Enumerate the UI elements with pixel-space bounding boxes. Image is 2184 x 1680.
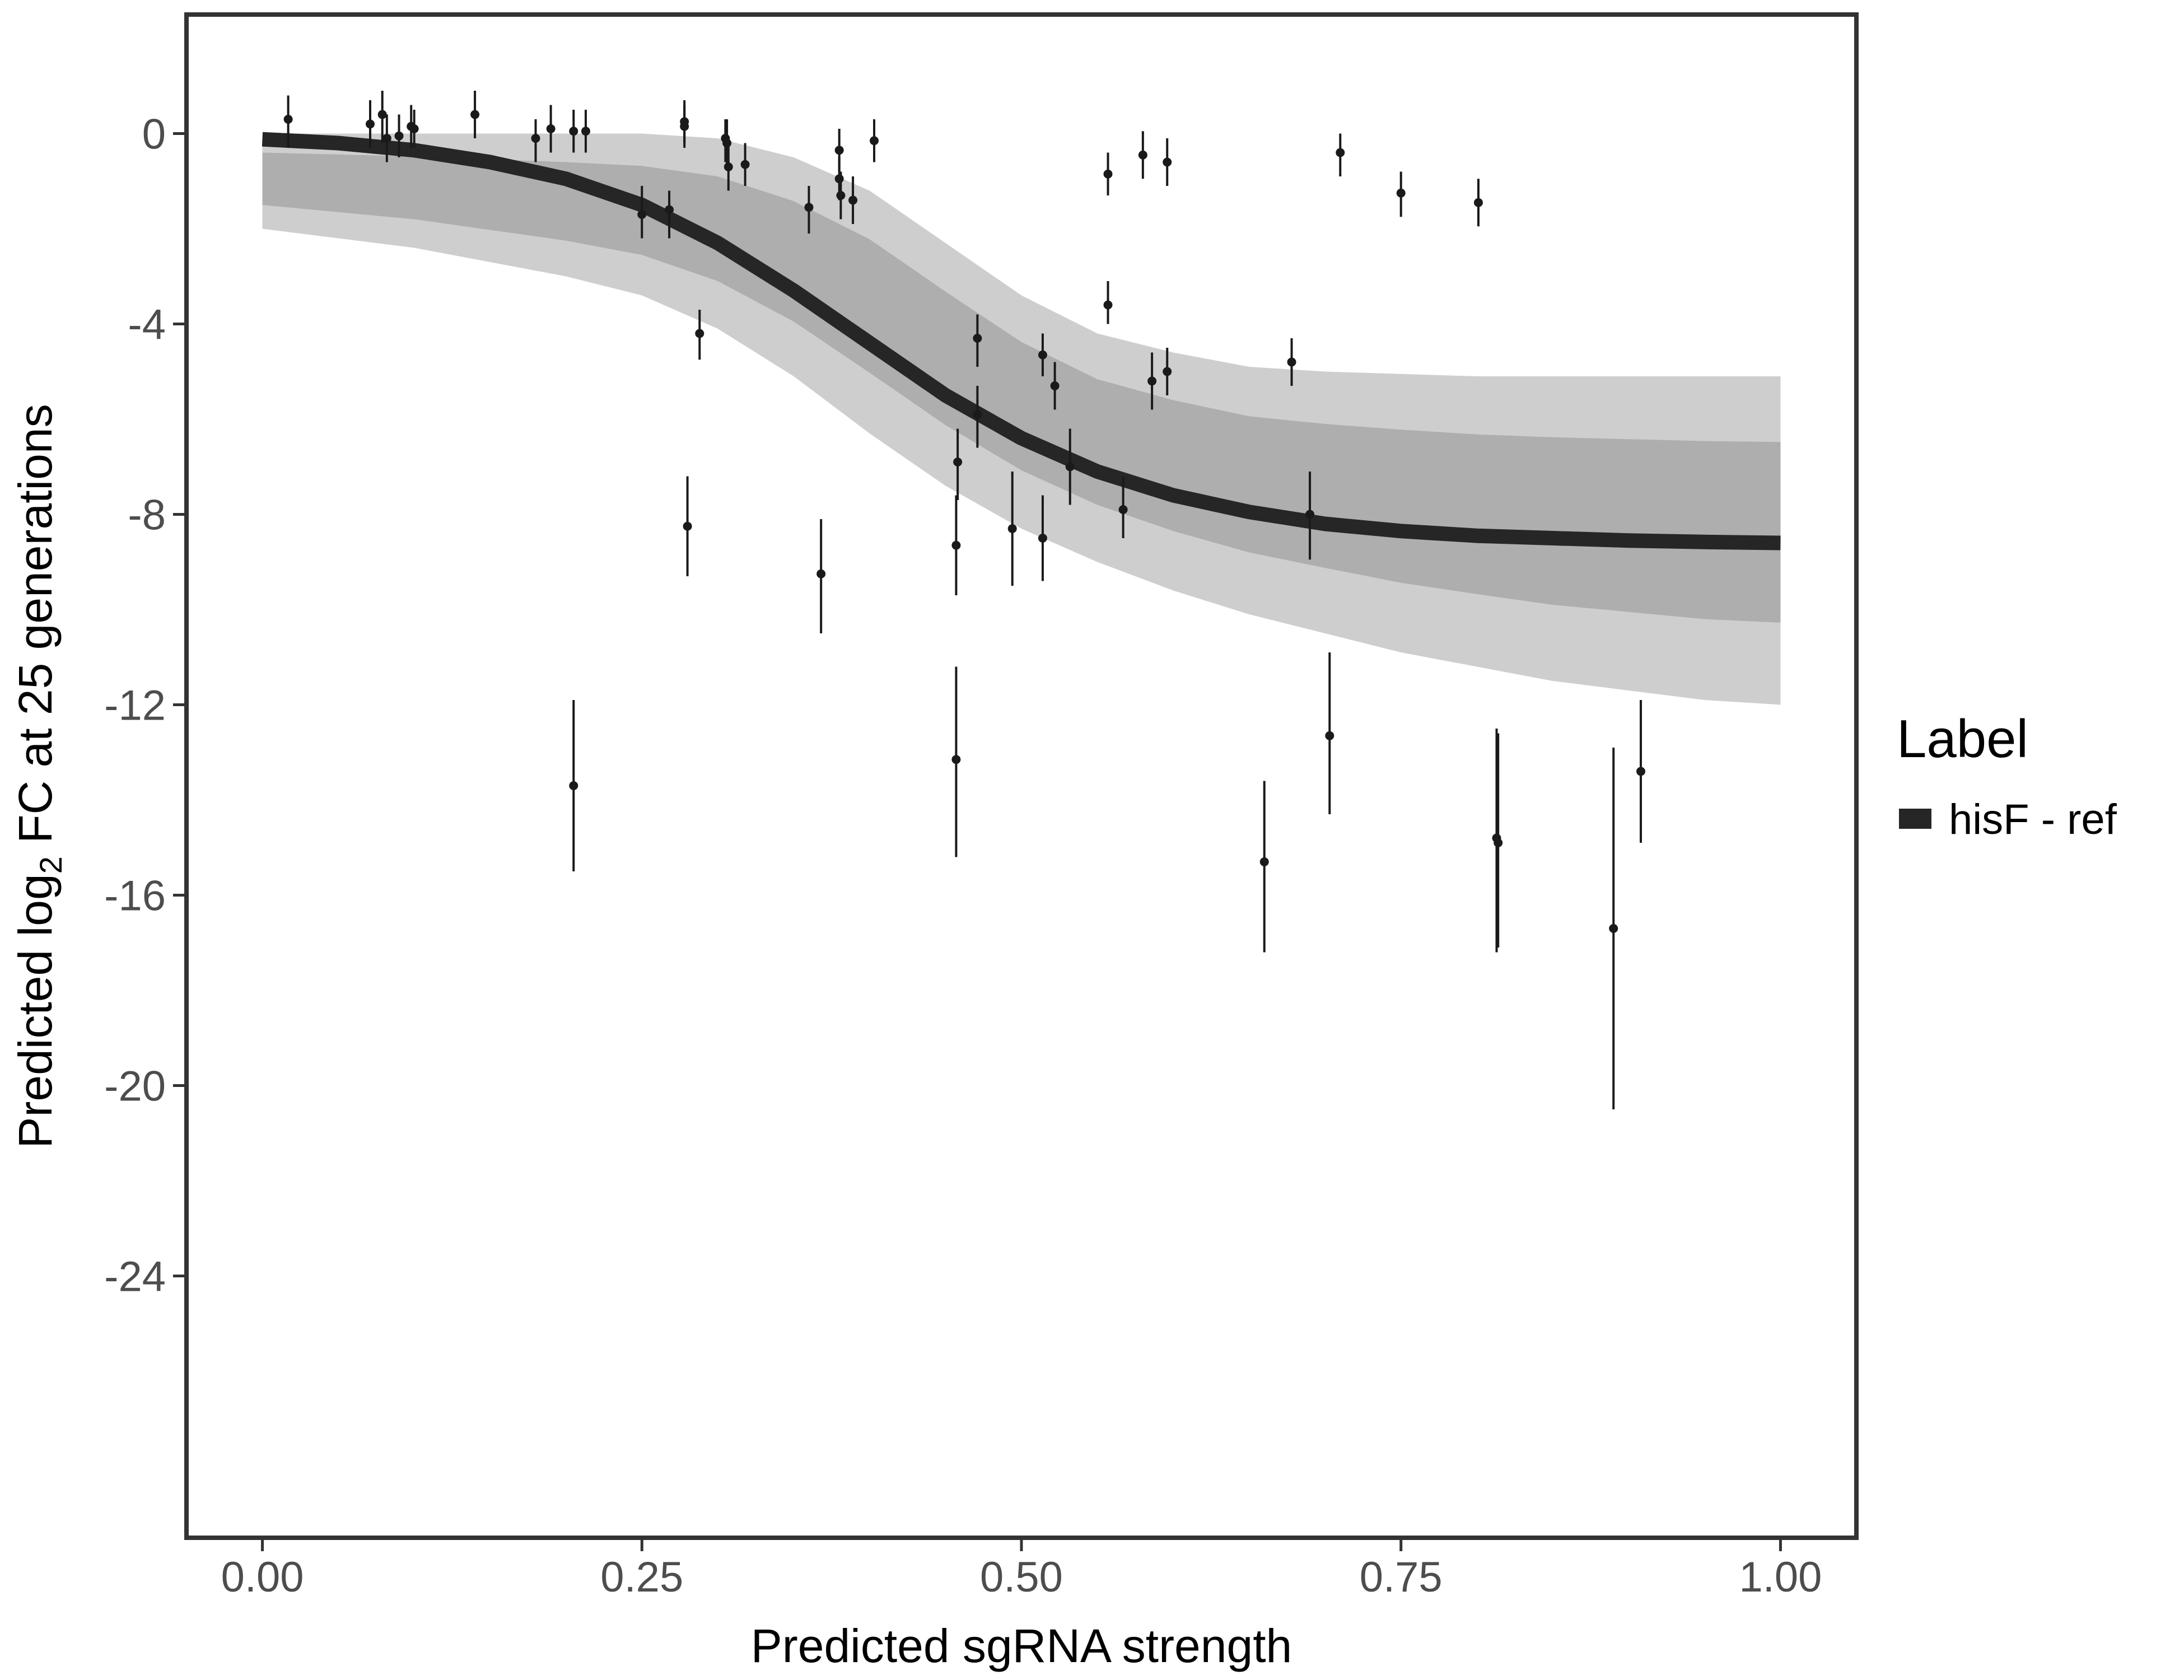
data-point [722, 138, 732, 148]
legend-key-hisf-ref [1899, 809, 1931, 829]
data-point [366, 119, 375, 129]
data-point [665, 205, 674, 214]
data-point [1163, 157, 1172, 167]
data-point [569, 127, 578, 136]
data-point [951, 755, 961, 764]
y-tick-label: -24 [104, 1253, 166, 1301]
y-axis-title-subscript: 2 [33, 856, 68, 874]
data-point [951, 540, 961, 550]
data-point [695, 329, 704, 338]
data-point [394, 131, 404, 141]
data-point [1259, 857, 1269, 866]
data-point [1118, 505, 1128, 514]
y-tick-label: -20 [104, 1063, 166, 1110]
data-point [834, 146, 844, 155]
data-point [848, 195, 858, 205]
y-axis-title: Predicted log2 FC at 25 generations [9, 404, 68, 1148]
data-point [1065, 462, 1075, 472]
data-point [724, 162, 733, 171]
data-point [1038, 534, 1047, 543]
fit-curve-hisf-ref [262, 132, 1781, 550]
data-point [1147, 376, 1157, 386]
data-point [377, 110, 387, 119]
x-axis-title: Predicted sgRNA strength [751, 1620, 1292, 1672]
data-point [1287, 357, 1296, 367]
legend-label-hisf-ref: hisF - ref [1949, 796, 2117, 843]
data-point [283, 115, 293, 124]
data-point [804, 203, 814, 212]
data-point [382, 134, 391, 143]
data-point [1336, 148, 1345, 157]
data-point [1473, 198, 1483, 207]
data-point [1609, 924, 1618, 933]
data-point [836, 191, 846, 200]
x-tick-label: 0.50 [980, 1553, 1063, 1601]
data-point [953, 458, 963, 466]
data-point [1494, 838, 1503, 847]
x-tick-label: 0.25 [600, 1553, 683, 1601]
plot-area [262, 91, 1781, 1109]
y-axis-title-main: Predicted log [9, 874, 62, 1148]
x-tick-label: 1.00 [1739, 1553, 1822, 1601]
data-point [470, 110, 480, 119]
posterior-band-core [262, 152, 1781, 623]
data-point [740, 160, 750, 169]
y-tick-label: -4 [128, 301, 166, 349]
data-point [1138, 150, 1147, 160]
data-point [1103, 169, 1113, 179]
y-tick-label: -12 [104, 682, 166, 730]
data-point [1038, 350, 1047, 360]
y-tick-label: 0 [142, 111, 166, 158]
data-point [1007, 524, 1017, 533]
y-tick-label: -8 [128, 492, 166, 539]
data-point [1305, 510, 1315, 519]
y-axis-title-rest: FC at 25 generations [9, 404, 62, 856]
data-point [973, 410, 982, 419]
data-point [1636, 767, 1646, 776]
y-tick-label: -16 [104, 872, 166, 920]
x-tick-label: 0.00 [221, 1553, 304, 1601]
data-point [1103, 300, 1113, 310]
data-point [1396, 188, 1406, 198]
data-point [581, 127, 590, 136]
data-point [1050, 381, 1060, 390]
data-point [1325, 731, 1334, 740]
data-point [973, 334, 982, 343]
data-point [569, 781, 578, 790]
data-point [683, 521, 692, 531]
x-tick-label: 0.75 [1360, 1553, 1443, 1601]
data-point [546, 124, 556, 133]
data-point [1163, 367, 1172, 376]
axes: 0.00 0.25 0.50 0.75 1.00 0 -4 -8 -12 -16 -20 -24 [104, 111, 1822, 1602]
plot-panel-border [184, 12, 1859, 1540]
data-point [870, 136, 879, 146]
data-point [531, 134, 540, 143]
data-point [637, 210, 647, 219]
legend-title: Label [1897, 709, 2028, 769]
data-point [680, 122, 689, 131]
data-point [409, 124, 419, 133]
data-point [816, 569, 826, 578]
data-point [834, 174, 844, 184]
